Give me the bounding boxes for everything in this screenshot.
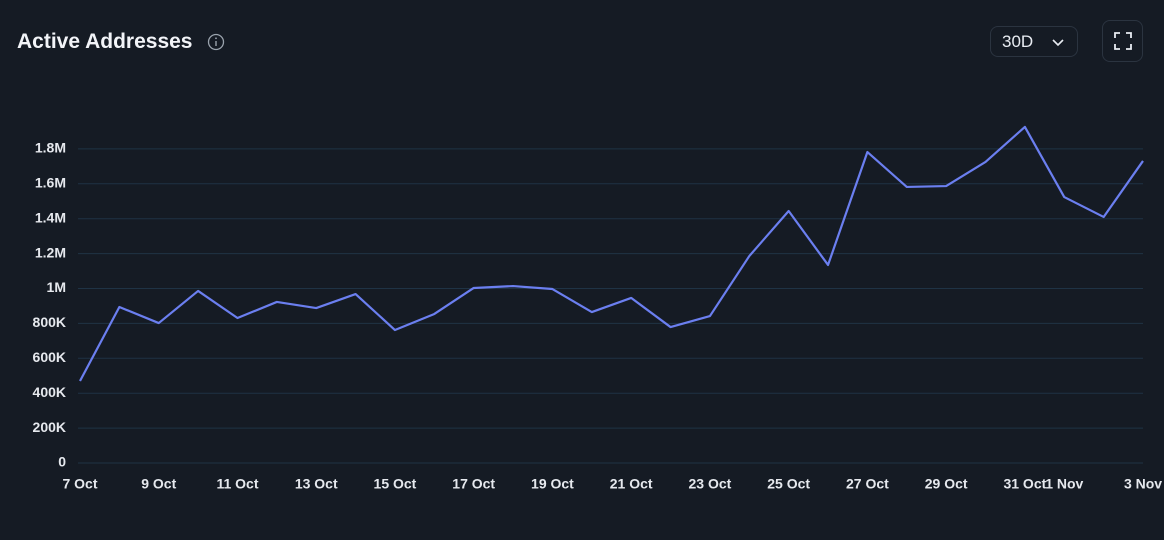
range-label: 30D: [1002, 31, 1034, 51]
y-tick-label: 1.6M: [35, 175, 66, 191]
fullscreen-button[interactable]: [1102, 20, 1143, 62]
x-tick-label: 31 Oct: [1003, 476, 1046, 492]
y-tick-label: 200K: [33, 419, 66, 435]
x-tick-label: 15 Oct: [374, 476, 417, 492]
x-tick-label: 1 Nov: [1045, 476, 1083, 492]
x-tick-label: 17 Oct: [452, 476, 495, 492]
y-tick-label: 400K: [33, 384, 66, 400]
x-tick-label: 11 Oct: [216, 476, 258, 492]
y-tick-label: 0: [58, 454, 66, 470]
x-tick-label: 27 Oct: [846, 476, 889, 492]
x-tick-label: 7 Oct: [62, 476, 97, 492]
x-tick-label: 19 Oct: [531, 476, 574, 492]
x-tick-label: 29 Oct: [925, 476, 968, 492]
data-line: [79, 125, 1144, 382]
fullscreen-icon: [1114, 32, 1132, 50]
range-dropdown[interactable]: 30D: [990, 26, 1078, 57]
x-tick-label: 25 Oct: [767, 476, 810, 492]
y-tick-label: 600K: [33, 349, 66, 365]
y-tick-label: 1.4M: [35, 209, 66, 225]
x-tick-label: 3 Nov: [1124, 476, 1162, 492]
y-tick-label: 1M: [47, 279, 66, 295]
chart-title: Active Addresses: [17, 30, 193, 53]
x-tick-label: 23 Oct: [689, 476, 732, 492]
chevron-icon: [1052, 39, 1064, 47]
x-tick-label: 21 Oct: [610, 476, 653, 492]
info-icon[interactable]: [207, 33, 225, 51]
y-tick-label: 1.8M: [35, 140, 66, 156]
x-tick-label: 13 Oct: [295, 476, 338, 492]
y-tick-label: 1.2M: [35, 244, 66, 260]
x-tick-label: 9 Oct: [141, 476, 176, 492]
y-tick-label: 800K: [33, 314, 66, 330]
